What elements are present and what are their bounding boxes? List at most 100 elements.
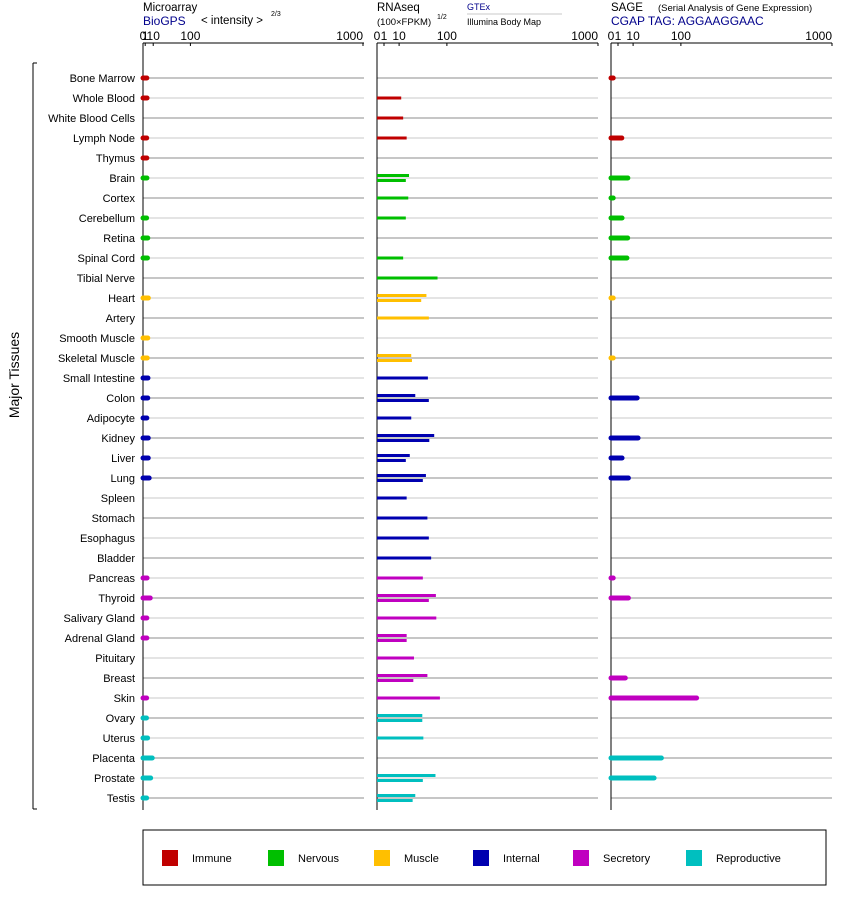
rnaseq-unit: (100×FPKM) — [377, 17, 431, 28]
tissue-label: Retina — [103, 233, 136, 245]
rnaseq-bar-gtex — [377, 696, 440, 700]
y-axis-label: Major Tissues — [6, 332, 22, 418]
tissue-label: Testis — [107, 793, 136, 805]
sage-tick-label: 100 — [671, 29, 691, 43]
microarray-tick-label: 1000 — [336, 29, 363, 43]
tissue-label: Bladder — [97, 553, 135, 565]
legend-swatch — [473, 850, 489, 866]
rnaseq-title: RNAseq — [377, 2, 420, 14]
sage-header: SAGE (Serial Analysis of Gene Expression… — [611, 2, 812, 28]
tissue-label: Lymph Node — [73, 133, 135, 145]
rnaseq-bar-gtex — [377, 516, 428, 520]
rnaseq-bar-gtex — [377, 294, 427, 297]
legend-swatch — [268, 850, 284, 866]
rnaseq-bar-gtex — [377, 576, 423, 580]
sage-tick-label: 10 — [626, 29, 640, 43]
rnaseq-bar-gtex — [377, 416, 412, 420]
rnaseq-tick-label: 100 — [437, 29, 457, 43]
tissue-label: Adipocyte — [87, 413, 135, 425]
rnaseq-bar-gtex — [377, 434, 435, 437]
microarray-tick-label: 10 — [147, 29, 161, 43]
rnaseq-tick-label: 1 — [381, 29, 388, 43]
rnaseq-bar-gtex — [377, 216, 406, 220]
tissue-label: Kidney — [101, 433, 135, 445]
rnaseq-bar-ibm — [377, 779, 423, 782]
rnaseq-bar-gtex — [377, 394, 416, 397]
rnaseq-bar-gtex — [377, 774, 436, 777]
rnaseq-bar-ibm — [377, 599, 429, 602]
tissue-label: Adrenal Gland — [65, 633, 135, 645]
rnaseq-bar-gtex — [377, 116, 404, 120]
tissue-label: Whole Blood — [73, 93, 135, 105]
tissue-label: Bone Marrow — [70, 73, 135, 85]
rnaseq-bar-ibm — [377, 179, 406, 182]
legend-label: Reproductive — [716, 853, 781, 865]
tissue-label: Small Intestine — [63, 373, 135, 385]
sage-tick-label: 0 — [608, 29, 615, 43]
rnaseq-bar-gtex — [377, 496, 407, 500]
legend-label: Secretory — [603, 853, 651, 865]
tissue-label: Skeletal Muscle — [58, 353, 135, 365]
rnaseq-bar-gtex — [377, 376, 428, 380]
rnaseq-bar-gtex — [377, 616, 437, 620]
tissue-label: Cortex — [103, 193, 136, 205]
rnaseq-bar-gtex — [377, 794, 416, 797]
rnaseq-bar-gtex — [377, 634, 407, 637]
tissue-label: Prostate — [94, 773, 135, 785]
rnaseq-bar-gtex — [377, 454, 410, 457]
rnaseq-bar-gtex — [377, 316, 429, 320]
rnaseq-bar-gtex — [377, 196, 409, 200]
rnaseq-source-gtex: GTEx — [467, 2, 491, 12]
rnaseq-bar-ibm — [377, 679, 414, 682]
tissue-label: Thymus — [96, 153, 136, 165]
microarray-source: BioGPS — [143, 14, 186, 28]
tissue-label: Heart — [108, 293, 135, 305]
rnaseq-bar-ibm — [377, 359, 412, 362]
tissue-label: Stomach — [92, 513, 135, 525]
rnaseq-bar-ibm — [377, 639, 407, 642]
rnaseq-bar-ibm — [377, 439, 430, 442]
sage-subtitle: (Serial Analysis of Gene Expression) — [658, 3, 812, 14]
tissue-label: Pancreas — [89, 573, 136, 585]
microarray-tick-label: 100 — [180, 29, 200, 43]
tissue-label: Spinal Cord — [78, 253, 135, 265]
tissue-label: Placenta — [92, 753, 136, 765]
rnaseq-bar-gtex — [377, 656, 414, 660]
rnaseq-bar-ibm — [377, 459, 406, 462]
rnaseq-bar-ibm — [377, 719, 423, 722]
legend-label: Immune — [192, 853, 232, 865]
microarray-tick-label: 1 — [142, 29, 149, 43]
rnaseq-bar-gtex — [377, 136, 407, 140]
tissue-label: Ovary — [106, 713, 136, 725]
rnaseq-bar-gtex — [377, 556, 432, 560]
sage-tick-label: 1 — [615, 29, 622, 43]
tissue-bracket — [32, 62, 37, 810]
rnaseq-tick-label: 10 — [392, 29, 406, 43]
tissue-label: Cerebellum — [79, 213, 135, 225]
sage-title: SAGE — [611, 2, 643, 14]
tissue-label: Breast — [103, 673, 135, 685]
microarray-scale-label: < intensity > — [201, 15, 263, 27]
rnaseq-source-ibm: Illumina Body Map — [467, 17, 541, 27]
microarray-tick-label: 0 — [140, 29, 147, 43]
legend-label: Nervous — [298, 853, 339, 865]
rnaseq-bar-gtex — [377, 256, 404, 260]
rnaseq-bar-gtex — [377, 536, 429, 540]
rnaseq-bar-gtex — [377, 174, 410, 177]
rnaseq-bar-gtex — [377, 674, 428, 677]
rnaseq-bar-ibm — [377, 799, 413, 802]
legend-swatch — [162, 850, 178, 866]
row-gridlines — [143, 77, 832, 799]
tissue-label: White Blood Cells — [48, 113, 135, 125]
tissue-label: Spleen — [101, 493, 135, 505]
rnaseq-tick-label: 1000 — [571, 29, 598, 43]
tissue-label: Brain — [109, 173, 135, 185]
tissue-label: Thyroid — [98, 593, 135, 605]
bars — [140, 75, 700, 802]
tissue-label: Liver — [111, 453, 135, 465]
tissue-label: Colon — [106, 393, 135, 405]
rnaseq-unit-exponent: 1/2 — [437, 14, 447, 21]
sage-tag: CGAP TAG: AGGAAGGAAC — [611, 14, 764, 28]
